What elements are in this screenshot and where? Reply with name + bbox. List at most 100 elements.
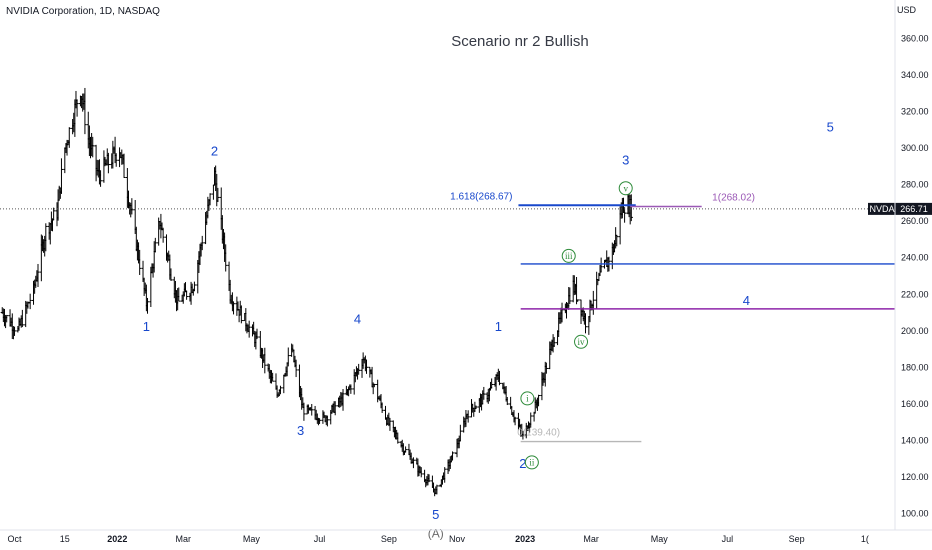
y-tick-label: 180.00 — [901, 362, 929, 372]
svg-text:ii: ii — [529, 457, 535, 467]
x-tick-label: Sep — [381, 534, 397, 544]
x-tick-label: 2022 — [107, 534, 127, 544]
ohlc-bar — [138, 249, 142, 275]
y-tick-label: 140.00 — [901, 435, 929, 445]
ohlc-bar — [529, 412, 533, 428]
ohlc-bar — [282, 374, 286, 394]
price-tag — [896, 202, 932, 215]
wave-label: 5 — [827, 120, 834, 135]
horizontal-levels[interactable]: NVDA 266.71 1.618(268.67) 1(268.02) 0(139.40… — [0, 191, 932, 443]
svg-text:iii: iii — [565, 251, 573, 261]
ohlc-bar — [521, 430, 525, 440]
ohlc-bar — [411, 457, 416, 469]
wave-label: (A) — [428, 526, 444, 540]
wave-label: 2 — [519, 456, 526, 471]
ohlc-bar — [28, 293, 32, 310]
subwave-label: ii — [524, 455, 539, 470]
ohlc-bar — [568, 287, 572, 305]
ohlc-bar — [450, 451, 455, 461]
x-tick-label: Nov — [449, 534, 466, 544]
x-tick-label: Mar — [175, 534, 191, 544]
level-label: 0(139.40) — [517, 428, 560, 439]
ohlc-bar — [106, 152, 110, 174]
y-tick-label: 200.00 — [901, 326, 929, 336]
svg-text:iv: iv — [578, 337, 586, 347]
ohlc-bar — [552, 337, 556, 347]
ohlc-bar — [67, 127, 71, 148]
y-tick-label: 260.00 — [901, 216, 929, 226]
y-tick-label: 360.00 — [901, 33, 929, 43]
x-tick-label: 15 — [60, 534, 70, 544]
currency-label: USD — [896, 5, 916, 15]
y-tick-label: 320.00 — [901, 107, 929, 117]
ohlc-bar — [161, 227, 165, 243]
y-tick-label: 280.00 — [901, 180, 929, 190]
ohlc-bar — [349, 384, 353, 394]
y-tick-label: 300.00 — [901, 143, 929, 153]
ohlc-bar — [599, 257, 603, 273]
ohlc-bar — [341, 389, 345, 411]
price-tag-value: 266.71 — [900, 204, 928, 214]
ohlc-bar — [403, 446, 408, 453]
x-tick-label: May — [651, 534, 669, 544]
wave-label: 5 — [432, 507, 439, 522]
ohlc-bar — [224, 244, 228, 272]
ohlc-bar — [317, 418, 322, 424]
ohlc-bar — [302, 402, 306, 421]
ohlc-bar — [239, 305, 243, 324]
ohlc-bar — [59, 158, 64, 194]
ohlc-bar — [623, 207, 627, 223]
y-tick-label: 160.00 — [901, 399, 929, 409]
ohlc-bar — [490, 378, 494, 389]
x-tick-label: 2023 — [515, 534, 535, 544]
symbol-tag — [868, 202, 896, 215]
ohlc-bar — [286, 347, 290, 367]
symbol-title: NVIDIA Corporation, 1D, NASDAQ — [6, 6, 160, 17]
ohlc-bar — [357, 363, 361, 375]
ohlc-bar — [75, 99, 79, 117]
symbol-tag-label: NVDA — [869, 204, 894, 214]
ohlc-bar — [615, 234, 619, 247]
ohlc-bar — [583, 313, 588, 334]
ohlc-bar — [591, 290, 595, 315]
x-tick-label: Jul — [314, 534, 326, 544]
ohlc-bar — [263, 347, 267, 374]
wave-label: 1 — [143, 319, 150, 334]
ohlc-bar — [396, 432, 400, 444]
ohlc-bar — [122, 153, 126, 178]
wave-label: 4 — [354, 311, 361, 326]
wave-label: 1 — [495, 319, 502, 334]
ohlc-bar — [380, 402, 384, 413]
y-tick-label: 100.00 — [901, 509, 929, 519]
ohlc-bar — [544, 362, 548, 374]
ohlc-bar — [102, 150, 106, 183]
ohlc-bar — [629, 194, 633, 222]
ohlc-bar — [419, 467, 423, 478]
ohlc-bar — [294, 359, 298, 378]
x-tick-label: Oct — [8, 534, 23, 544]
ohlc-bar — [435, 484, 439, 495]
ohlc-bar — [145, 297, 150, 314]
ohlc-bars — [0, 87, 633, 497]
ohlc-bar — [458, 424, 462, 442]
ohlc-bar — [474, 405, 478, 410]
ohlc-bar — [560, 302, 564, 323]
ohlc-bar — [505, 397, 509, 406]
ohlc-bar — [278, 385, 283, 395]
wave-label: 2 — [211, 143, 218, 158]
ohlc-bar — [130, 198, 134, 215]
ohlc-bar — [513, 416, 517, 426]
ohlc-bar — [271, 372, 275, 382]
ohlc-bar — [231, 301, 236, 315]
ohlc-bar — [466, 410, 470, 423]
ohlc-bar — [482, 386, 486, 400]
y-tick-label: 340.00 — [901, 70, 929, 80]
ohlc-bar — [427, 474, 431, 483]
ohlc-bar — [333, 401, 337, 416]
ohlc-bar — [310, 403, 314, 416]
ohlc-bar — [388, 417, 392, 431]
ohlc-bar — [52, 207, 56, 221]
